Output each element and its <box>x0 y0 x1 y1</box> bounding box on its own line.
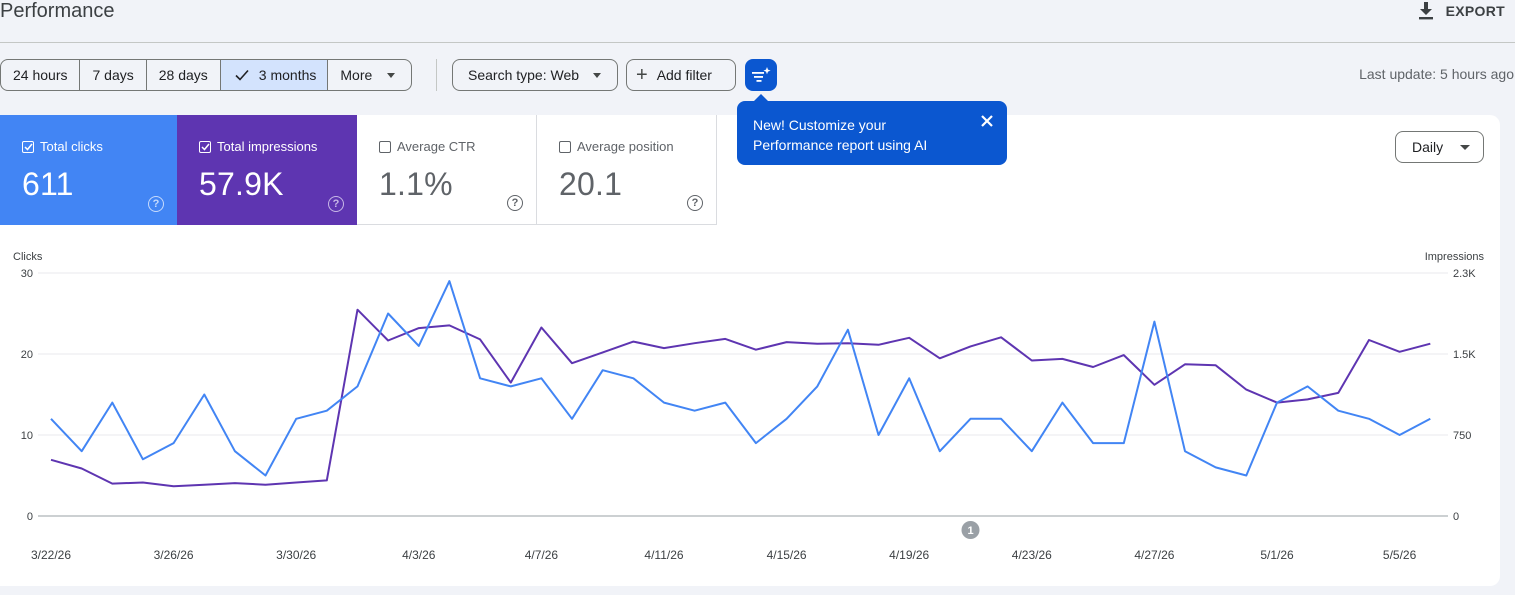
annotation-marker[interactable] <box>961 521 980 539</box>
x-tick-label: 4/19/26 <box>889 548 929 562</box>
header-divider <box>0 42 1515 43</box>
left-tick-label: 10 <box>21 430 33 442</box>
ai-promo-tooltip: New! Customize your Performance report u… <box>737 94 1007 165</box>
x-tick-label: 4/27/26 <box>1134 548 1174 562</box>
x-tick-label: 3/22/26 <box>31 548 71 562</box>
search-type-label: Search type: Web <box>468 67 580 83</box>
metric-label: Total clicks <box>40 139 103 154</box>
date-range-more[interactable]: More <box>328 60 411 90</box>
metric-label: Average CTR <box>397 139 476 154</box>
date-range-selector: 24 hours 7 days 28 days 3 months More <box>0 59 413 91</box>
toolbar-divider <box>436 59 437 91</box>
date-range-3-months[interactable]: 3 months <box>220 60 329 90</box>
checkbox-checked-icon[interactable] <box>22 140 34 153</box>
metric-label-row: Average position <box>559 139 716 154</box>
left-tick-label: 20 <box>21 349 33 361</box>
metric-label: Average position <box>577 139 674 154</box>
add-filter-label: Add filter <box>656 67 712 83</box>
export-label: EXPORT <box>1445 3 1505 19</box>
ai-customize-button[interactable] <box>745 59 777 91</box>
date-range-label: More <box>340 67 373 83</box>
metric-value: 57.9K <box>199 166 284 202</box>
x-tick-label: 4/15/26 <box>767 548 807 562</box>
metric-label-row: Total clicks <box>22 139 177 154</box>
metric-label: Total impressions <box>217 139 318 154</box>
date-range-7-days[interactable]: 7 days <box>80 60 147 90</box>
clicks-series-line <box>50 280 1431 477</box>
granularity-dropdown[interactable]: Daily <box>1395 131 1484 163</box>
x-tick-label: 5/5/26 <box>1383 548 1417 562</box>
x-tick-label: 4/23/26 <box>1012 548 1052 562</box>
left-tick-label: 0 <box>27 511 33 523</box>
left-axis-label: Clicks <box>13 251 43 263</box>
x-tick-label: 4/7/26 <box>525 548 559 562</box>
date-range-24-hours[interactable]: 24 hours <box>1 60 81 90</box>
help-icon[interactable]: ? <box>328 196 344 212</box>
help-icon[interactable]: ? <box>687 195 703 211</box>
metric-value: 20.1 <box>559 166 623 202</box>
download-icon <box>1418 2 1433 20</box>
checkbox-unchecked-icon[interactable] <box>559 140 571 153</box>
search-type-dropdown[interactable]: Search type: Web <box>452 59 618 91</box>
x-tick-label: 3/26/26 <box>154 548 194 562</box>
right-tick-label: 0 <box>1453 511 1459 523</box>
tooltip-text-line1: New! Customize your <box>753 117 887 133</box>
right-tick-label: 750 <box>1453 430 1471 442</box>
metric-card-total-impressions[interactable]: Total impressions 57.9K ? <box>177 115 357 225</box>
x-tick-label: 4/11/26 <box>644 548 683 562</box>
sparkle-filter-icon <box>752 67 771 82</box>
close-icon <box>981 115 993 127</box>
chevron-down-icon <box>593 72 602 78</box>
help-icon[interactable]: ? <box>148 196 164 212</box>
chevron-down-icon <box>387 72 396 78</box>
date-range-label: 28 days <box>158 67 208 83</box>
impressions-series-line <box>50 308 1431 488</box>
export-button[interactable]: EXPORT <box>1418 2 1505 20</box>
granularity-label: Daily <box>1412 139 1444 155</box>
date-range-28-days[interactable]: 28 days <box>147 60 221 90</box>
add-filter-button[interactable]: + Add filter <box>626 59 736 91</box>
metric-value: 1.1% <box>379 166 453 202</box>
right-tick-label: 2.3K <box>1453 268 1476 280</box>
right-axis-label: Impressions <box>1425 251 1485 263</box>
date-range-label: 3 months <box>258 67 317 83</box>
left-tick-label: 30 <box>21 268 33 280</box>
tooltip-arrow <box>754 94 768 101</box>
checkbox-checked-icon[interactable] <box>199 140 211 153</box>
annotation-label: 1 <box>967 525 973 537</box>
performance-chart: Clicks Impressions 0 0 10 750 20 1.5K 30 2.3K 3/22… <box>13 251 1485 562</box>
metric-label-row: Average CTR <box>379 139 536 154</box>
chevron-down-icon <box>1460 144 1471 150</box>
close-tooltip-button[interactable] <box>979 113 995 129</box>
x-tick-label: 5/1/26 <box>1260 548 1294 562</box>
metric-card-total-clicks[interactable]: Total clicks 611 ? <box>0 115 177 225</box>
metric-value: 611 <box>22 166 74 202</box>
metric-label-row: Total impressions <box>199 139 357 154</box>
last-update-text: Last update: 5 hours ago <box>1359 66 1514 82</box>
right-tick-label: 1.5K <box>1453 349 1476 361</box>
plus-icon: + <box>636 64 648 86</box>
checkbox-unchecked-icon[interactable] <box>379 140 391 153</box>
x-tick-label: 4/3/26 <box>402 548 436 562</box>
x-tick-label: 3/30/26 <box>276 548 316 562</box>
metric-card-average-ctr[interactable]: Average CTR 1.1% ? <box>357 115 537 225</box>
check-icon <box>235 69 249 81</box>
date-range-label: 7 days <box>92 67 134 83</box>
date-range-label: 24 hours <box>13 67 68 83</box>
tooltip-text-line2: Performance report using AI <box>753 137 928 153</box>
help-icon[interactable]: ? <box>507 195 523 211</box>
page-title: Performance <box>0 0 115 22</box>
metric-card-average-position[interactable]: Average position 20.1 ? <box>537 115 717 225</box>
